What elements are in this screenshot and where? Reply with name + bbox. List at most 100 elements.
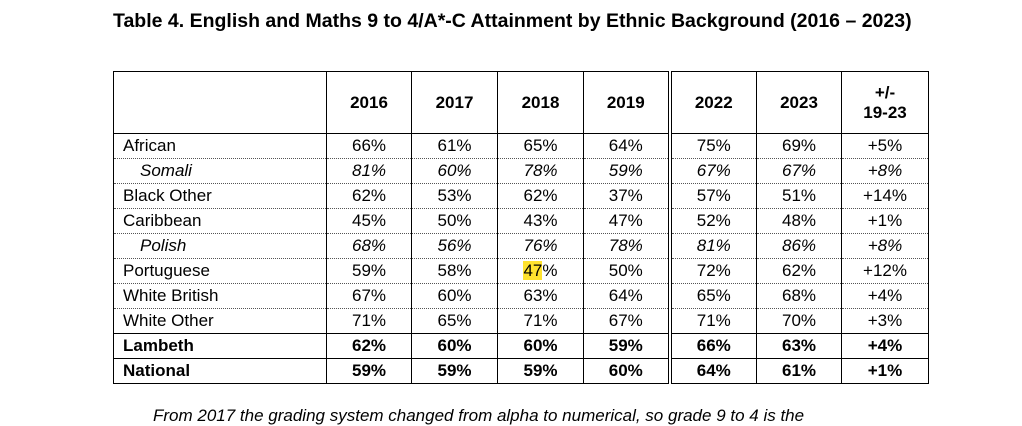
header-2016: 2016 <box>326 71 412 134</box>
cell-2017: 50% <box>411 208 498 234</box>
cell-change: +12% <box>841 258 929 284</box>
cell-change: +1% <box>841 208 929 234</box>
cell-2019: 50% <box>583 258 672 284</box>
row-label: Lambeth <box>113 333 327 359</box>
cell-2022: 65% <box>669 283 757 309</box>
row-label: Polish <box>113 233 327 259</box>
cell-2023: 68% <box>756 283 842 309</box>
highlighted-value: 47 <box>523 261 543 280</box>
header-2023: 2023 <box>756 71 842 134</box>
cell-2018: 71% <box>497 308 584 334</box>
cell-2016: 45% <box>326 208 412 234</box>
cell-change: +8% <box>841 158 929 184</box>
header-row: 2016 2017 2018 2019 2022 2023 +/- 19-23 <box>113 71 929 134</box>
cell-2022: 67% <box>669 158 757 184</box>
cell-2018: 76% <box>497 233 584 259</box>
cell-2016: 62% <box>326 333 412 359</box>
cell-2023: 63% <box>756 333 842 359</box>
attainment-table: 2016 2017 2018 2019 2022 2023 +/- 19-23 … <box>113 71 929 384</box>
cell-2019: 59% <box>583 333 672 359</box>
cell-2017: 59% <box>411 358 498 384</box>
cell-change: +3% <box>841 308 929 334</box>
cell-2018: 59% <box>497 358 584 384</box>
cell-2022: 66% <box>669 333 757 359</box>
cell-2022: 75% <box>669 133 757 159</box>
cell-2022: 72% <box>669 258 757 284</box>
cell-2018: 62% <box>497 183 584 209</box>
cell-2018: 60% <box>497 333 584 359</box>
percent-sign: % <box>542 261 558 280</box>
cell-2016: 81% <box>326 158 412 184</box>
cell-2016: 71% <box>326 308 412 334</box>
cell-2022: 64% <box>669 358 757 384</box>
row-label: Portuguese <box>113 258 327 284</box>
table-row-national: National 59% 59% 59% 60% 64% 61% +1% <box>113 358 929 384</box>
cell-change: +1% <box>841 358 929 384</box>
cell-2016: 59% <box>326 358 412 384</box>
cell-change: +8% <box>841 233 929 259</box>
header-change-line1: +/- <box>874 82 896 102</box>
cell-2016: 59% <box>326 258 412 284</box>
table-row-lambeth: Lambeth 62% 60% 60% 59% 66% 63% +4% <box>113 333 929 359</box>
cell-2023: 70% <box>756 308 842 334</box>
row-label: White British <box>113 283 327 309</box>
cell-2019: 60% <box>583 358 672 384</box>
cell-2019: 47% <box>583 208 672 234</box>
header-change-line2: 19-23 <box>863 102 907 122</box>
row-label: White Other <box>113 308 327 334</box>
cell-2017: 60% <box>411 158 498 184</box>
cell-2017: 60% <box>411 333 498 359</box>
cell-2016: 66% <box>326 133 412 159</box>
cell-2019: 64% <box>583 133 672 159</box>
cell-2022: 52% <box>669 208 757 234</box>
row-label: Somali <box>113 158 327 184</box>
header-change: +/- 19-23 <box>841 71 929 134</box>
cell-2018: 47% <box>497 258 584 284</box>
cell-2016: 67% <box>326 283 412 309</box>
table-row-white-british: White British 67% 60% 63% 64% 65% 68% +4… <box>113 283 929 309</box>
cell-2022: 57% <box>669 183 757 209</box>
cell-change: +5% <box>841 133 929 159</box>
table-title: Table 4. English and Maths 9 to 4/A*-C A… <box>113 10 912 32</box>
cell-2023: 48% <box>756 208 842 234</box>
cell-2018: 43% <box>497 208 584 234</box>
table-row-somali: Somali 81% 60% 78% 59% 67% 67% +8% <box>113 158 929 184</box>
footnote-text: From 2017 the grading system changed fro… <box>153 406 805 425</box>
cell-2023: 62% <box>756 258 842 284</box>
cell-2023: 69% <box>756 133 842 159</box>
cell-2023: 51% <box>756 183 842 209</box>
table-row-polish: Polish 68% 56% 76% 78% 81% 86% +8% <box>113 233 929 259</box>
header-2018: 2018 <box>497 71 584 134</box>
table-row-portuguese: Portuguese 59% 58% 47% 50% 72% 62% +12% <box>113 258 929 284</box>
cell-2019: 64% <box>583 283 672 309</box>
table-row-african: African 66% 61% 65% 64% 75% 69% +5% <box>113 133 929 159</box>
cell-2017: 56% <box>411 233 498 259</box>
header-ethnicity <box>113 71 327 134</box>
cell-2016: 68% <box>326 233 412 259</box>
cell-2017: 60% <box>411 283 498 309</box>
row-label: National <box>113 358 327 384</box>
cell-2016: 62% <box>326 183 412 209</box>
table-row-white-other: White Other 71% 65% 71% 67% 71% 70% +3% <box>113 308 929 334</box>
cell-change: +4% <box>841 283 929 309</box>
cell-2018: 65% <box>497 133 584 159</box>
cell-2019: 37% <box>583 183 672 209</box>
header-2017: 2017 <box>411 71 498 134</box>
header-2022: 2022 <box>669 71 757 134</box>
cell-2023: 67% <box>756 158 842 184</box>
cell-2022: 71% <box>669 308 757 334</box>
cell-2019: 67% <box>583 308 672 334</box>
cell-2017: 58% <box>411 258 498 284</box>
cell-change: +14% <box>841 183 929 209</box>
cell-2022: 81% <box>669 233 757 259</box>
cell-2017: 61% <box>411 133 498 159</box>
cell-2019: 78% <box>583 233 672 259</box>
header-2019: 2019 <box>583 71 672 134</box>
cell-2017: 53% <box>411 183 498 209</box>
cell-2018: 63% <box>497 283 584 309</box>
cell-2023: 86% <box>756 233 842 259</box>
cell-change: +4% <box>841 333 929 359</box>
row-label: Black Other <box>113 183 327 209</box>
table-row-caribbean: Caribbean 45% 50% 43% 47% 52% 48% +1% <box>113 208 929 234</box>
cell-2023: 61% <box>756 358 842 384</box>
